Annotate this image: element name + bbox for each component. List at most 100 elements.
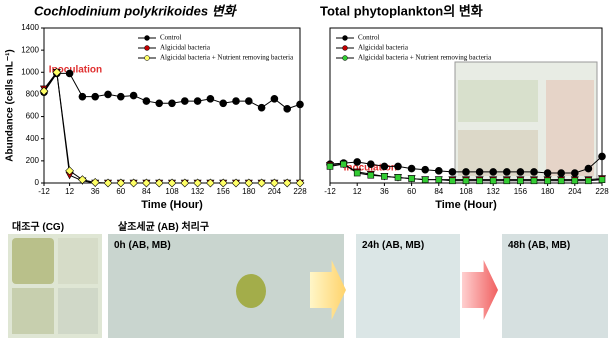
marker	[104, 90, 112, 99]
marker	[421, 176, 429, 183]
chart-title: Total phytoplankton의 변화	[320, 3, 483, 18]
legend-swatch	[342, 35, 348, 41]
inset-image	[454, 61, 598, 181]
x-tick-label: 132	[487, 187, 501, 196]
x-tick-label: 204	[268, 187, 282, 196]
marker	[282, 178, 292, 188]
marker	[517, 177, 524, 185]
photo-0h	[108, 234, 344, 338]
marker	[434, 167, 443, 175]
x-tick-label: 108	[459, 187, 473, 196]
marker	[544, 177, 551, 185]
marker	[584, 164, 593, 173]
marker	[270, 95, 279, 103]
y-tick-label: 200	[26, 156, 40, 165]
marker	[193, 178, 203, 188]
marker	[269, 178, 279, 188]
y-tick-label: 1400	[21, 23, 39, 32]
marker	[167, 178, 177, 188]
marker	[353, 169, 361, 177]
marker	[489, 168, 498, 176]
x-tick-label: 228	[595, 187, 609, 196]
x-tick-label: 156	[514, 187, 528, 196]
legend-swatch	[144, 55, 150, 61]
marker	[421, 165, 430, 174]
control-photo	[8, 234, 102, 338]
marker	[232, 97, 240, 105]
x-tick-label: -12	[38, 187, 50, 196]
x-tick-label: 12	[353, 187, 362, 196]
marker	[91, 92, 99, 101]
marker	[340, 160, 347, 168]
x-tick-label: 60	[116, 187, 125, 196]
marker	[244, 178, 254, 188]
marker	[257, 103, 266, 112]
arrow	[462, 260, 498, 320]
time-label: 24h (AB, MB)	[362, 240, 425, 251]
x-tick-label: 156	[217, 187, 231, 196]
inset	[458, 80, 538, 122]
y-tick-label: 0	[35, 178, 40, 187]
marker	[502, 168, 511, 176]
x-axis-label: Time (Hour)	[141, 199, 203, 211]
x-tick-label: 84	[142, 187, 151, 196]
marker	[462, 168, 470, 176]
marker	[117, 92, 125, 101]
marker	[435, 176, 443, 183]
series-line	[43, 70, 300, 184]
marker	[543, 169, 552, 177]
x-tick-label: 204	[568, 187, 582, 196]
annotation: Inoculation	[344, 163, 397, 174]
marker	[142, 97, 151, 105]
marker	[103, 178, 113, 188]
marker	[394, 162, 402, 171]
photo-48h	[502, 234, 608, 338]
marker	[193, 97, 202, 105]
charts: Cochlodinium polykrikoides 변화 -12 12 36 60 84…	[5, 3, 610, 211]
marker	[530, 177, 538, 185]
x-axis-label: Time (Hour)	[435, 199, 497, 211]
x-tick-label: 180	[242, 187, 256, 196]
y-axis-label: Abundance (cells mL⁻¹)	[5, 49, 16, 162]
marker	[326, 163, 334, 170]
marker	[296, 100, 304, 109]
marker	[65, 69, 74, 78]
marker	[218, 178, 228, 188]
marker	[448, 168, 457, 176]
legend-swatch	[144, 45, 150, 51]
x-tick-label: -12	[324, 187, 336, 196]
marker	[168, 99, 176, 108]
x-tick-label: 60	[407, 187, 416, 196]
marker	[141, 178, 151, 188]
marker	[570, 169, 579, 177]
treatment-label: 살조세균 (AB) 처리구	[118, 222, 210, 233]
marker	[180, 178, 190, 188]
y-tick-label: 1000	[21, 67, 39, 76]
legend-label: Control	[160, 34, 181, 42]
series-line	[43, 71, 300, 184]
marker	[449, 177, 456, 185]
legend-label: Algicidal bacteria + Nutrient removing b…	[160, 54, 294, 62]
legend-swatch	[342, 45, 348, 51]
marker	[295, 178, 305, 188]
x-tick-label: 180	[541, 187, 555, 196]
legend-label: Algicidal bacteria + Nutrient removing b…	[358, 54, 492, 62]
legend-label: Control	[358, 34, 379, 42]
y-tick-label: 1200	[21, 45, 39, 54]
marker	[257, 178, 267, 188]
marker	[489, 177, 497, 185]
marker	[476, 177, 483, 185]
control-label: 대조구 (CG)	[12, 222, 65, 233]
chart-title: Cochlodinium polykrikoides 변화	[34, 3, 238, 18]
time-label: 48h (AB, MB)	[508, 240, 571, 251]
photo-24h	[356, 234, 460, 338]
marker	[516, 168, 525, 176]
marker	[129, 178, 139, 188]
inset	[458, 130, 538, 176]
marker	[571, 177, 579, 185]
marker	[219, 99, 227, 108]
annotation: Inoculation	[49, 65, 102, 76]
legend-label: Algicidal bacteria	[358, 44, 409, 52]
x-tick-label: 132	[191, 187, 205, 196]
